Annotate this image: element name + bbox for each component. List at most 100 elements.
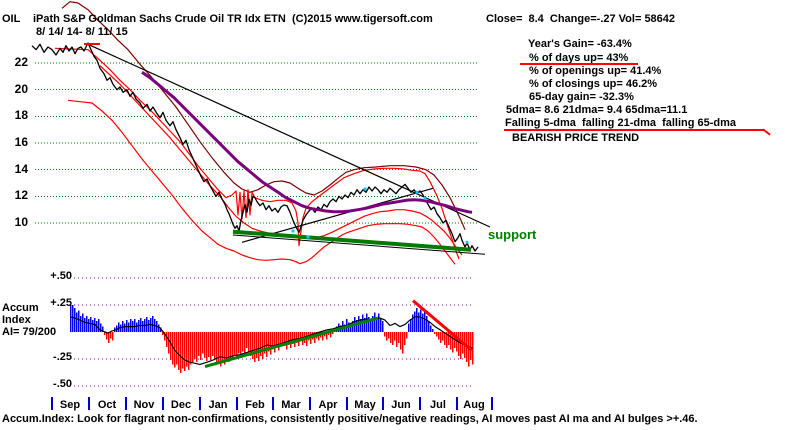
accum-bar-negative: [194, 332, 196, 359]
accum-bar-positive: [382, 321, 384, 332]
accum-bar-negative: [108, 332, 110, 343]
accum-bar-positive: [70, 305, 72, 332]
accum-bar-negative: [222, 332, 224, 362]
ticker-symbol: OIL: [2, 13, 21, 25]
accum-bar-negative: [284, 332, 286, 347]
month-label-aug: Aug: [463, 399, 485, 411]
accum-bar-negative: [300, 332, 302, 342]
y-axis-label: 20: [14, 81, 28, 96]
accum-bar-positive: [72, 305, 74, 332]
accum-bar-positive: [416, 308, 418, 332]
accum-bar-negative: [296, 332, 298, 343]
accum-bar-negative: [184, 332, 186, 371]
upper-red-band: [54, 47, 460, 260]
accum-bar-positive: [92, 320, 94, 332]
accum-bar-positive: [366, 313, 368, 332]
accum-bar-positive: [76, 312, 78, 332]
accum-bar-negative: [212, 332, 214, 356]
accum-bar-positive: [124, 323, 126, 332]
accum-bar-positive: [78, 310, 80, 332]
accum-bar-positive: [350, 325, 352, 332]
accum-bar-negative: [232, 332, 234, 361]
accum-bar-positive: [142, 321, 144, 332]
accum-bar-negative: [388, 332, 390, 339]
accum-bar-positive: [412, 314, 414, 332]
stat-years-gain: Year's Gain= -63.4%: [528, 38, 632, 50]
accum-bar-negative: [186, 332, 188, 367]
accum-bar-negative: [242, 332, 244, 352]
osc-label-plus25: +.25: [50, 297, 72, 309]
accum-bar-negative: [398, 332, 400, 343]
accum-bar-negative: [330, 332, 332, 338]
accum-bar-negative: [250, 332, 252, 356]
accum-bar-positive: [368, 316, 370, 332]
y-axis-label: 18: [14, 108, 28, 123]
accum-bar-negative: [226, 332, 228, 359]
month-label-sep: Sep: [59, 399, 81, 411]
accum-bar-negative: [224, 332, 226, 365]
accum-bar-negative: [110, 332, 112, 339]
red-underline-falling: [504, 129, 764, 131]
footer-note: Accum.Index: Look for flagrant non-confi…: [2, 413, 698, 425]
stat-falling-dmas: Falling 5-dma falling 21-dma falling 65-…: [505, 117, 737, 129]
accum-bar-negative: [190, 332, 192, 365]
accum-bar-negative: [436, 332, 438, 337]
lower-red-band: [67, 99, 456, 265]
accum-bar-negative: [236, 332, 238, 359]
accum-bar-negative: [264, 332, 266, 354]
accum-bar-positive: [370, 319, 372, 332]
accum-bar-negative: [104, 332, 106, 336]
accum-bar-negative: [278, 332, 280, 351]
accum-bar-negative: [322, 332, 324, 341]
accum-bar-negative: [282, 332, 284, 343]
accum-bar-positive: [420, 309, 422, 332]
accum-bar-negative: [248, 332, 250, 352]
accum-bar-negative: [288, 332, 290, 345]
accum-bar-positive: [102, 326, 104, 332]
price-line: [31, 42, 479, 252]
accum-bar-positive: [88, 319, 90, 332]
accum-bar-positive: [94, 317, 96, 332]
accum-bar-positive: [360, 319, 362, 332]
accum-bar-negative: [196, 332, 198, 363]
accum-bar-negative: [456, 332, 458, 352]
accum-bar-negative: [448, 332, 450, 345]
month-label-jun: Jun: [391, 399, 411, 411]
accum-bar-negative: [460, 332, 462, 359]
descending-trendline: [87, 43, 491, 228]
accum-bar-positive: [80, 315, 82, 332]
accum-bar-negative: [276, 332, 278, 348]
accum-bar-negative: [230, 332, 232, 358]
accum-bar-positive: [136, 322, 138, 332]
accum-bar-negative: [406, 332, 408, 339]
accum-bar-negative: [442, 332, 444, 341]
accum-bar-negative: [182, 332, 184, 369]
accum-bar-negative: [438, 332, 440, 340]
accum-bar-negative: [106, 332, 108, 340]
cyan-marker: [423, 196, 427, 200]
support-annotation: support: [488, 227, 537, 242]
y-axis-label: 12: [14, 188, 28, 203]
accum-bar-negative: [176, 332, 178, 365]
osc-red-trendline: [412, 299, 473, 352]
accum-bar-positive: [84, 317, 86, 332]
accum-bar-negative: [396, 332, 398, 348]
red-underline-days-up: [520, 63, 638, 65]
accum-bar-positive: [410, 319, 412, 332]
accum-bar-positive: [120, 324, 122, 332]
accum-bar-positive: [422, 313, 424, 332]
accum-bar-negative: [220, 332, 222, 367]
accum-bar-negative: [292, 332, 294, 344]
accum-bar-negative: [244, 332, 246, 354]
accum-bar-negative: [470, 332, 472, 361]
accum-bar-negative: [234, 332, 236, 356]
accum-bar-negative: [166, 332, 168, 348]
cyan-marker: [363, 187, 367, 191]
red-21dma: [99, 65, 463, 256]
accum-bar-negative: [266, 332, 268, 357]
accum-bar-negative: [208, 332, 210, 357]
maroon-upper-band: [61, 1, 466, 230]
accum-bar-negative: [238, 332, 240, 354]
accum-bar-positive: [356, 320, 358, 332]
